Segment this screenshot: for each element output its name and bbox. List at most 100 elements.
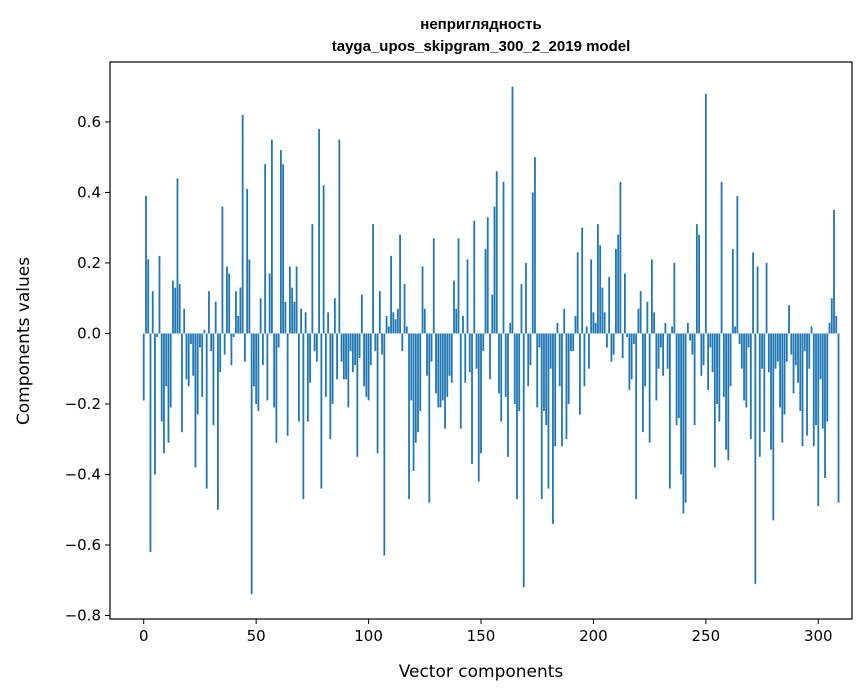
bar: [408, 333, 410, 500]
bar: [516, 333, 518, 500]
y-tick-label: −0.4: [65, 465, 101, 483]
bar: [394, 319, 397, 334]
bar: [639, 291, 642, 334]
bar: [799, 333, 802, 412]
bar: [459, 333, 462, 429]
bar: [205, 333, 208, 489]
bar: [239, 287, 242, 334]
bar: [473, 220, 476, 334]
bar: [545, 333, 548, 426]
bar: [833, 210, 835, 334]
y-tick-label: −0.2: [65, 395, 101, 413]
bar: [259, 298, 262, 334]
bar: [529, 333, 532, 366]
bar: [444, 333, 446, 429]
bar: [212, 333, 215, 426]
bar: [736, 195, 739, 334]
bar: [743, 333, 745, 401]
bar: [448, 333, 451, 376]
bar: [509, 322, 512, 334]
bar: [351, 333, 354, 373]
bar: [201, 333, 204, 397]
bar: [347, 333, 350, 408]
bar: [268, 273, 271, 334]
bar: [534, 157, 536, 334]
bar: [590, 259, 593, 334]
bar: [475, 333, 478, 369]
bar: [646, 301, 649, 334]
bar: [342, 333, 345, 380]
y-tick-label: −0.6: [65, 536, 101, 554]
bar: [754, 333, 757, 584]
bar: [695, 224, 698, 334]
bar: [785, 333, 788, 362]
bar: [486, 217, 489, 334]
bar: [763, 333, 766, 433]
bar: [599, 245, 602, 334]
bar: [336, 333, 338, 380]
bar: [149, 333, 152, 553]
bar: [666, 333, 669, 369]
bar: [758, 333, 761, 457]
bar: [309, 333, 312, 383]
bar: [208, 291, 210, 334]
x-tick-label: 300: [804, 627, 833, 645]
bar: [549, 333, 552, 369]
bar: [295, 266, 298, 334]
bar: [185, 333, 188, 380]
bar: [806, 333, 808, 436]
bar: [293, 301, 296, 334]
bar: [779, 333, 781, 408]
bar: [731, 248, 734, 334]
bar: [356, 333, 359, 457]
bars-group: [142, 86, 840, 595]
bar: [196, 333, 199, 415]
bar: [358, 333, 361, 359]
bar: [765, 262, 768, 334]
bar: [554, 333, 557, 447]
bar: [284, 301, 287, 334]
bar: [826, 333, 829, 422]
bar: [248, 259, 251, 334]
bar: [163, 333, 165, 454]
bar: [468, 333, 471, 373]
bar: [776, 333, 779, 362]
bar: [668, 333, 671, 489]
chart-title-line1: неприглядность: [420, 16, 541, 33]
bar: [237, 315, 240, 334]
bar: [630, 333, 633, 380]
bar: [682, 333, 685, 514]
bar: [585, 326, 588, 334]
bar: [412, 333, 415, 471]
bar: [304, 312, 307, 334]
y-axis: −0.8 −0.6 −0.4 −0.2 0.0 0.2 0.4 0.6: [65, 113, 110, 624]
bar: [421, 266, 424, 334]
bar: [747, 333, 750, 348]
y-tick-label: −0.8: [65, 606, 101, 624]
bar: [466, 259, 469, 334]
bar: [767, 333, 770, 373]
bar: [597, 224, 599, 334]
y-tick-label: 0.2: [77, 254, 101, 272]
bar: [707, 333, 709, 390]
bar: [698, 234, 700, 334]
bar: [648, 333, 651, 443]
bar: [828, 322, 831, 334]
bar: [327, 312, 329, 334]
bar: [615, 248, 617, 334]
bar: [480, 333, 482, 454]
bar: [664, 322, 667, 334]
bar: [435, 333, 437, 394]
bar: [794, 333, 797, 366]
bar: [187, 333, 190, 387]
bar: [565, 333, 568, 440]
bar: [360, 294, 363, 334]
bar: [655, 333, 658, 401]
bar: [507, 333, 509, 457]
bar: [441, 333, 444, 401]
bar: [583, 333, 586, 387]
bar: [396, 308, 399, 334]
bar: [257, 333, 260, 412]
bar: [372, 224, 374, 334]
bar: [803, 333, 806, 352]
